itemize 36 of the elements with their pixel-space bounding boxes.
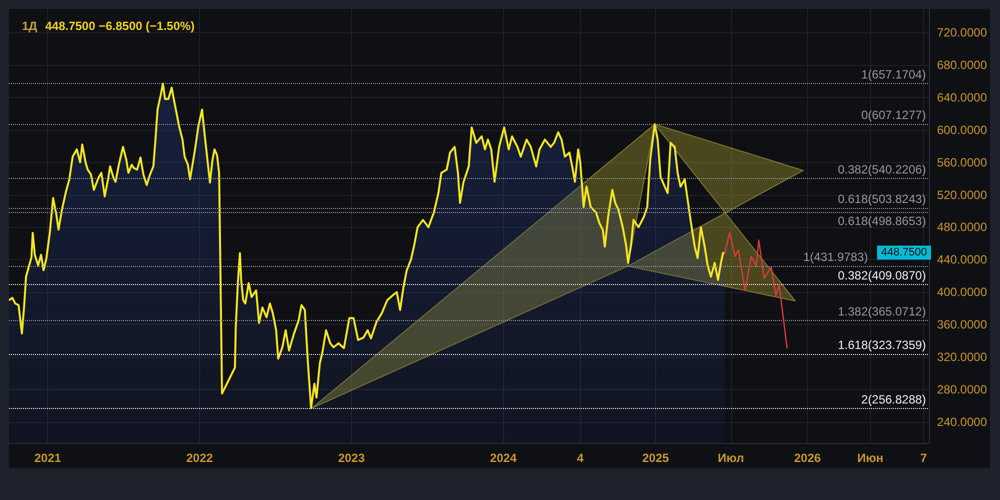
x-tick-label: 2024 (490, 451, 517, 465)
y-tick-label: 400.0000 (936, 285, 988, 300)
y-tick-label: 720.0000 (936, 26, 988, 40)
y-tick-label: 280.0000 (936, 382, 988, 396)
y-tick-label: 680.0000 (936, 58, 988, 72)
annotation: 448.7500 (881, 246, 927, 259)
x-tick-label: 2021 (34, 451, 62, 465)
ref-line-label: 0(607.1277) (861, 108, 926, 122)
x-tick-label: 2023 (338, 451, 366, 465)
x-tick-label: 2025 (642, 451, 670, 465)
y-tick-label: 560.0000 (936, 155, 988, 170)
ref-line-label: 2(256.8288) (861, 392, 926, 406)
y-tick-label: 360.0000 (936, 318, 988, 332)
x-tick-label: Июл (718, 451, 744, 465)
y-tick-label: 480.0000 (936, 220, 988, 234)
y-tick-label: 640.0000 (936, 90, 988, 104)
text: 1Д (22, 19, 38, 33)
x-tick-label: Июн (857, 451, 884, 465)
y-tick-label: 240.0000 (936, 414, 988, 429)
y-tick-label: 600.0000 (936, 122, 988, 137)
x-tick-label: 4 (576, 451, 584, 465)
ref-line-label: 1.382(365.0712) (838, 304, 926, 318)
ref-line-label: 1.618(323.7359) (838, 338, 926, 352)
y-tick-label: 320.0000 (936, 350, 988, 364)
ref-line-label: 0.382(540.2206) (838, 162, 926, 176)
y-tick-label: 440.0000 (936, 252, 988, 267)
ref-line-label: 0.382(409.0870) (838, 268, 926, 283)
x-tick-label: 2026 (794, 451, 822, 465)
ref-line-label: 0.618(498.8653) (838, 214, 926, 228)
text: 448.7500 −6.8500 (−1.50%) (45, 19, 195, 33)
ref-line-label: 1(431.9783) (803, 250, 868, 264)
x-tick-label: 2022 (186, 451, 214, 465)
ref-line-label: 1(657.1704) (861, 67, 926, 82)
ref-line-label: 0.618(503.8243) (838, 192, 926, 206)
x-tick-label: 7 (920, 451, 928, 465)
y-tick-label: 520.0000 (936, 188, 988, 202)
